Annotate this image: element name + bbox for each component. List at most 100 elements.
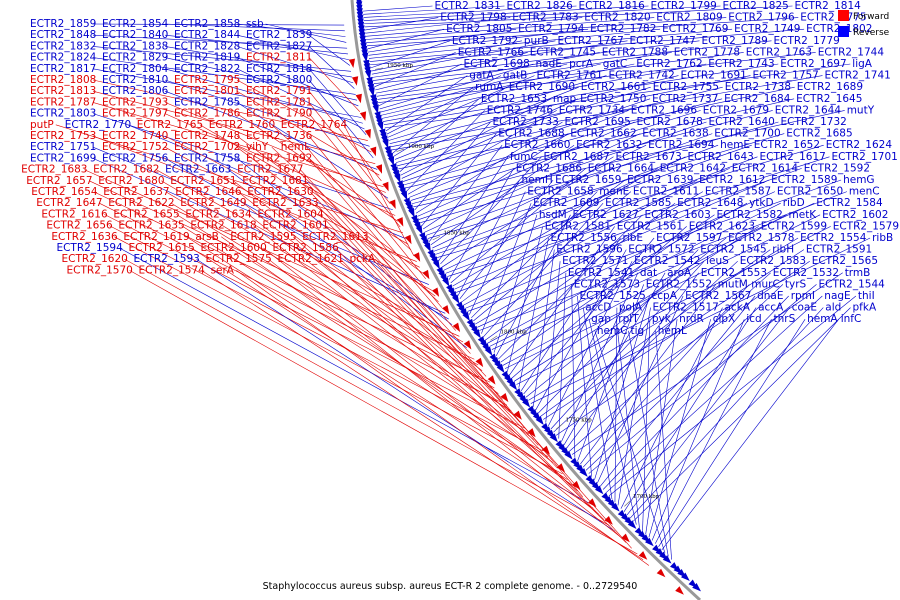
gene-label-ribe[interactable]: ribE	[623, 232, 644, 244]
gene-label-ectr2-1556[interactable]: ECTR2_1556	[551, 232, 618, 244]
gene-label-ectr2-1664[interactable]: ECTR2_1664	[588, 162, 655, 174]
gene-label-ectr2-1791[interactable]: ECTR2_1791	[246, 85, 312, 97]
gene-label-acca[interactable]: accA	[758, 302, 784, 314]
gene-label-ectr2-1778[interactable]: ECTR2_1778	[674, 46, 740, 58]
gene-label-ectr2-1656[interactable]: ECTR2_1656	[46, 220, 113, 232]
gene-label-ectr2-1650[interactable]: ECTR2_1650	[777, 186, 843, 198]
gene-label-ectr2-1596[interactable]: ECTR2_1596	[556, 244, 623, 256]
gene-label-ectr2-1532[interactable]: ECTR2_1532	[773, 267, 839, 279]
gene-label-ectr2-1635[interactable]: ECTR2_1635	[118, 220, 184, 232]
gene-label-ectr2-1620[interactable]: ECTR2_1620	[61, 253, 127, 265]
gene-label-ectr2-1810[interactable]: ECTR2_1810	[102, 74, 168, 86]
gene-label-nage[interactable]: nagE	[824, 290, 850, 302]
gene-label-heml[interactable]: hemL	[281, 141, 310, 153]
gene-label-ectr2-1682[interactable]: ECTR2_1682	[93, 164, 159, 176]
gene-label-ectr2-1799[interactable]: ECTR2_1799	[651, 0, 717, 12]
gene-label-ectr2-1854[interactable]: ECTR2_1854	[102, 18, 169, 30]
gene-label-ectr2-1793[interactable]: ECTR2_1793	[102, 96, 168, 108]
gene-label-ectr2-1663[interactable]: ECTR2_1663	[165, 164, 231, 176]
gene-label-ectr2-1542[interactable]: ECTR2_1542	[634, 255, 700, 267]
gene-label-ccpa[interactable]: ccpA	[652, 290, 678, 302]
gene-label-ectr2-1838[interactable]: ECTR2_1838	[102, 40, 168, 52]
gene-label-ectr2-1583[interactable]: ECTR2_1583	[740, 255, 806, 267]
gene-label-ectr2-1820[interactable]: ECTR2_1820	[584, 12, 650, 24]
gene-label-ectr2-1832[interactable]: ECTR2_1832	[30, 40, 96, 52]
gene-label-ectr2-1603[interactable]: ECTR2_1603	[645, 209, 711, 221]
gene-label-ectr2-1789[interactable]: ECTR2_1789	[702, 35, 768, 47]
gene-label-ectr2-1615[interactable]: ECTR2_1615	[128, 242, 194, 254]
gene-label-ectr2-1782[interactable]: ECTR2_1782	[590, 23, 656, 35]
gene-label-ectr2-1796[interactable]: ECTR2_1796	[728, 12, 795, 24]
gene-label-ectr2-1690[interactable]: ECTR2_1690	[509, 81, 575, 93]
gene-label-ectr2-1794[interactable]: ECTR2_1794	[518, 23, 585, 35]
gene-label-ectr2-1554[interactable]: ECTR2_1554	[800, 232, 867, 244]
gene-label-ectr2-1643[interactable]: ECTR2_1643	[688, 151, 754, 163]
gene-label-nrdr[interactable]: nrdR	[679, 313, 704, 325]
gene-label-gatb[interactable]: gatB	[503, 70, 527, 82]
gene-label-ectr2-1697[interactable]: ECTR2_1697	[780, 58, 846, 70]
gene-label-ectr2-1618[interactable]: ECTR2_1618	[190, 220, 256, 232]
gene-label-ectr2-1600[interactable]: ECTR2_1600	[200, 242, 266, 254]
gene-label-ectr2-1700[interactable]: ECTR2_1700	[714, 128, 780, 140]
gene-label-ectr2-1800[interactable]: ECTR2_1800	[246, 74, 312, 86]
gene-label-ectr2-1657[interactable]: ECTR2_1657	[26, 175, 92, 187]
gene-label-ectr2-1565[interactable]: ECTR2_1565	[812, 255, 878, 267]
gene-label-ectr2-1653[interactable]: ECTR2_1653	[481, 93, 547, 105]
gene-label-ectr2-1747[interactable]: ECTR2_1747	[630, 35, 696, 47]
gene-label-hemc[interactable]: hemC	[597, 325, 628, 337]
gene-label-ectr2-1574[interactable]: ECTR2_1574	[139, 264, 206, 276]
gene-label-liga[interactable]: ligA	[852, 58, 872, 70]
gene-label-ectr2-1553[interactable]: ECTR2_1553	[701, 267, 767, 279]
gene-label-ectr2-1630[interactable]: ECTR2_1630	[247, 186, 313, 198]
gene-label-ectr2-1737[interactable]: ECTR2_1737	[652, 93, 718, 105]
gene-label-ribd[interactable]: ribD	[783, 197, 805, 209]
gene-label-ectr2-1595[interactable]: ECTR2_1595	[230, 231, 296, 243]
gene-label-sera[interactable]: serA	[211, 264, 235, 276]
gene-label-heme[interactable]: hemE	[720, 139, 750, 151]
gene-label-ectr2-1634[interactable]: ECTR2_1634	[185, 208, 252, 220]
gene-label-ectr2-1688[interactable]: ECTR2_1688	[498, 128, 564, 140]
gene-label-rplt[interactable]: rplT	[618, 313, 639, 325]
gene-label-ectr2-1790[interactable]: ECTR2_1790	[246, 108, 312, 120]
gene-label-pyk[interactable]: pyk	[652, 313, 672, 325]
gene-label-ectr2-1575[interactable]: ECTR2_1575	[205, 253, 271, 265]
gene-label-ectr2-1686[interactable]: ECTR2_1686	[516, 162, 583, 174]
gene-label-ectr2-1589[interactable]: ECTR2_1589	[771, 174, 837, 186]
gene-label-ectr2-1662[interactable]: ECTR2_1662	[570, 128, 636, 140]
gene-label-ectr2-1660[interactable]: ECTR2_1660	[504, 139, 570, 151]
gene-label-ectr2-1734[interactable]: ECTR2_1734	[559, 104, 626, 116]
gene-label-rpmi[interactable]: rpmI	[791, 290, 815, 302]
gene-label-ectr2-1691[interactable]: ECTR2_1691	[681, 70, 747, 82]
gene-label-ectr2-1767[interactable]: ECTR2_1767	[558, 35, 624, 47]
gene-label-ribb[interactable]: ribB	[872, 232, 893, 244]
gene-label-ectr2-1677[interactable]: ECTR2_1677	[237, 164, 303, 176]
gene-label-ectr2-1781[interactable]: ECTR2_1781	[246, 96, 312, 108]
gene-label-ectr2-1637[interactable]: ECTR2_1637	[103, 186, 169, 198]
gene-label-ectr2-1633[interactable]: ECTR2_1633	[252, 197, 318, 209]
gene-label-ssb[interactable]: ssb	[246, 18, 264, 30]
gene-label-ectr2-1764[interactable]: ECTR2_1764	[281, 119, 348, 131]
gene-label-ectr2-1797[interactable]: ECTR2_1797	[102, 108, 168, 120]
gene-label-ectr2-1617[interactable]: ECTR2_1617	[760, 151, 826, 163]
gene-label-ectr2-1584[interactable]: ECTR2_1584	[816, 197, 883, 209]
gene-label-ectr2-1829[interactable]: ECTR2_1829	[102, 52, 168, 64]
gene-label-ectr2-1808[interactable]: ECTR2_1808	[30, 74, 96, 86]
gene-label-ectr2-1787[interactable]: ECTR2_1787	[30, 96, 96, 108]
gene-label-heml[interactable]: hemL	[658, 325, 687, 337]
gene-label-ectr2-1696[interactable]: ECTR2_1696	[631, 104, 698, 116]
gene-label-ectr2-1761[interactable]: ECTR2_1761	[537, 70, 603, 82]
gene-label-hemh[interactable]: hemH	[522, 174, 553, 186]
gene-label-ectr2-1827[interactable]: ECTR2_1827	[246, 40, 312, 52]
gene-label-ectr2-1792[interactable]: ECTR2_1792	[452, 35, 518, 47]
gene-label-ectr2-1687[interactable]: ECTR2_1687	[544, 151, 610, 163]
gene-label-ectr2-1638[interactable]: ECTR2_1638	[642, 128, 708, 140]
gene-label-ectr2-1573[interactable]: ECTR2_1573	[574, 278, 640, 290]
gene-label-fumc[interactable]: fumC	[510, 151, 538, 163]
gene-label-ectr2-1818[interactable]: ECTR2_1818	[246, 63, 312, 75]
gene-label-ectr2-1572[interactable]: ECTR2_1572	[628, 244, 694, 256]
gene-label-pcra[interactable]: pcrA	[569, 58, 594, 70]
gene-label-ectr2-1746[interactable]: ECTR2_1746	[487, 104, 554, 116]
gene-label-ectr2-1786[interactable]: ECTR2_1786	[174, 108, 241, 120]
gene-label-ectr2-1817[interactable]: ECTR2_1817	[30, 63, 96, 75]
gene-label-ectr2-1642[interactable]: ECTR2_1642	[660, 162, 726, 174]
